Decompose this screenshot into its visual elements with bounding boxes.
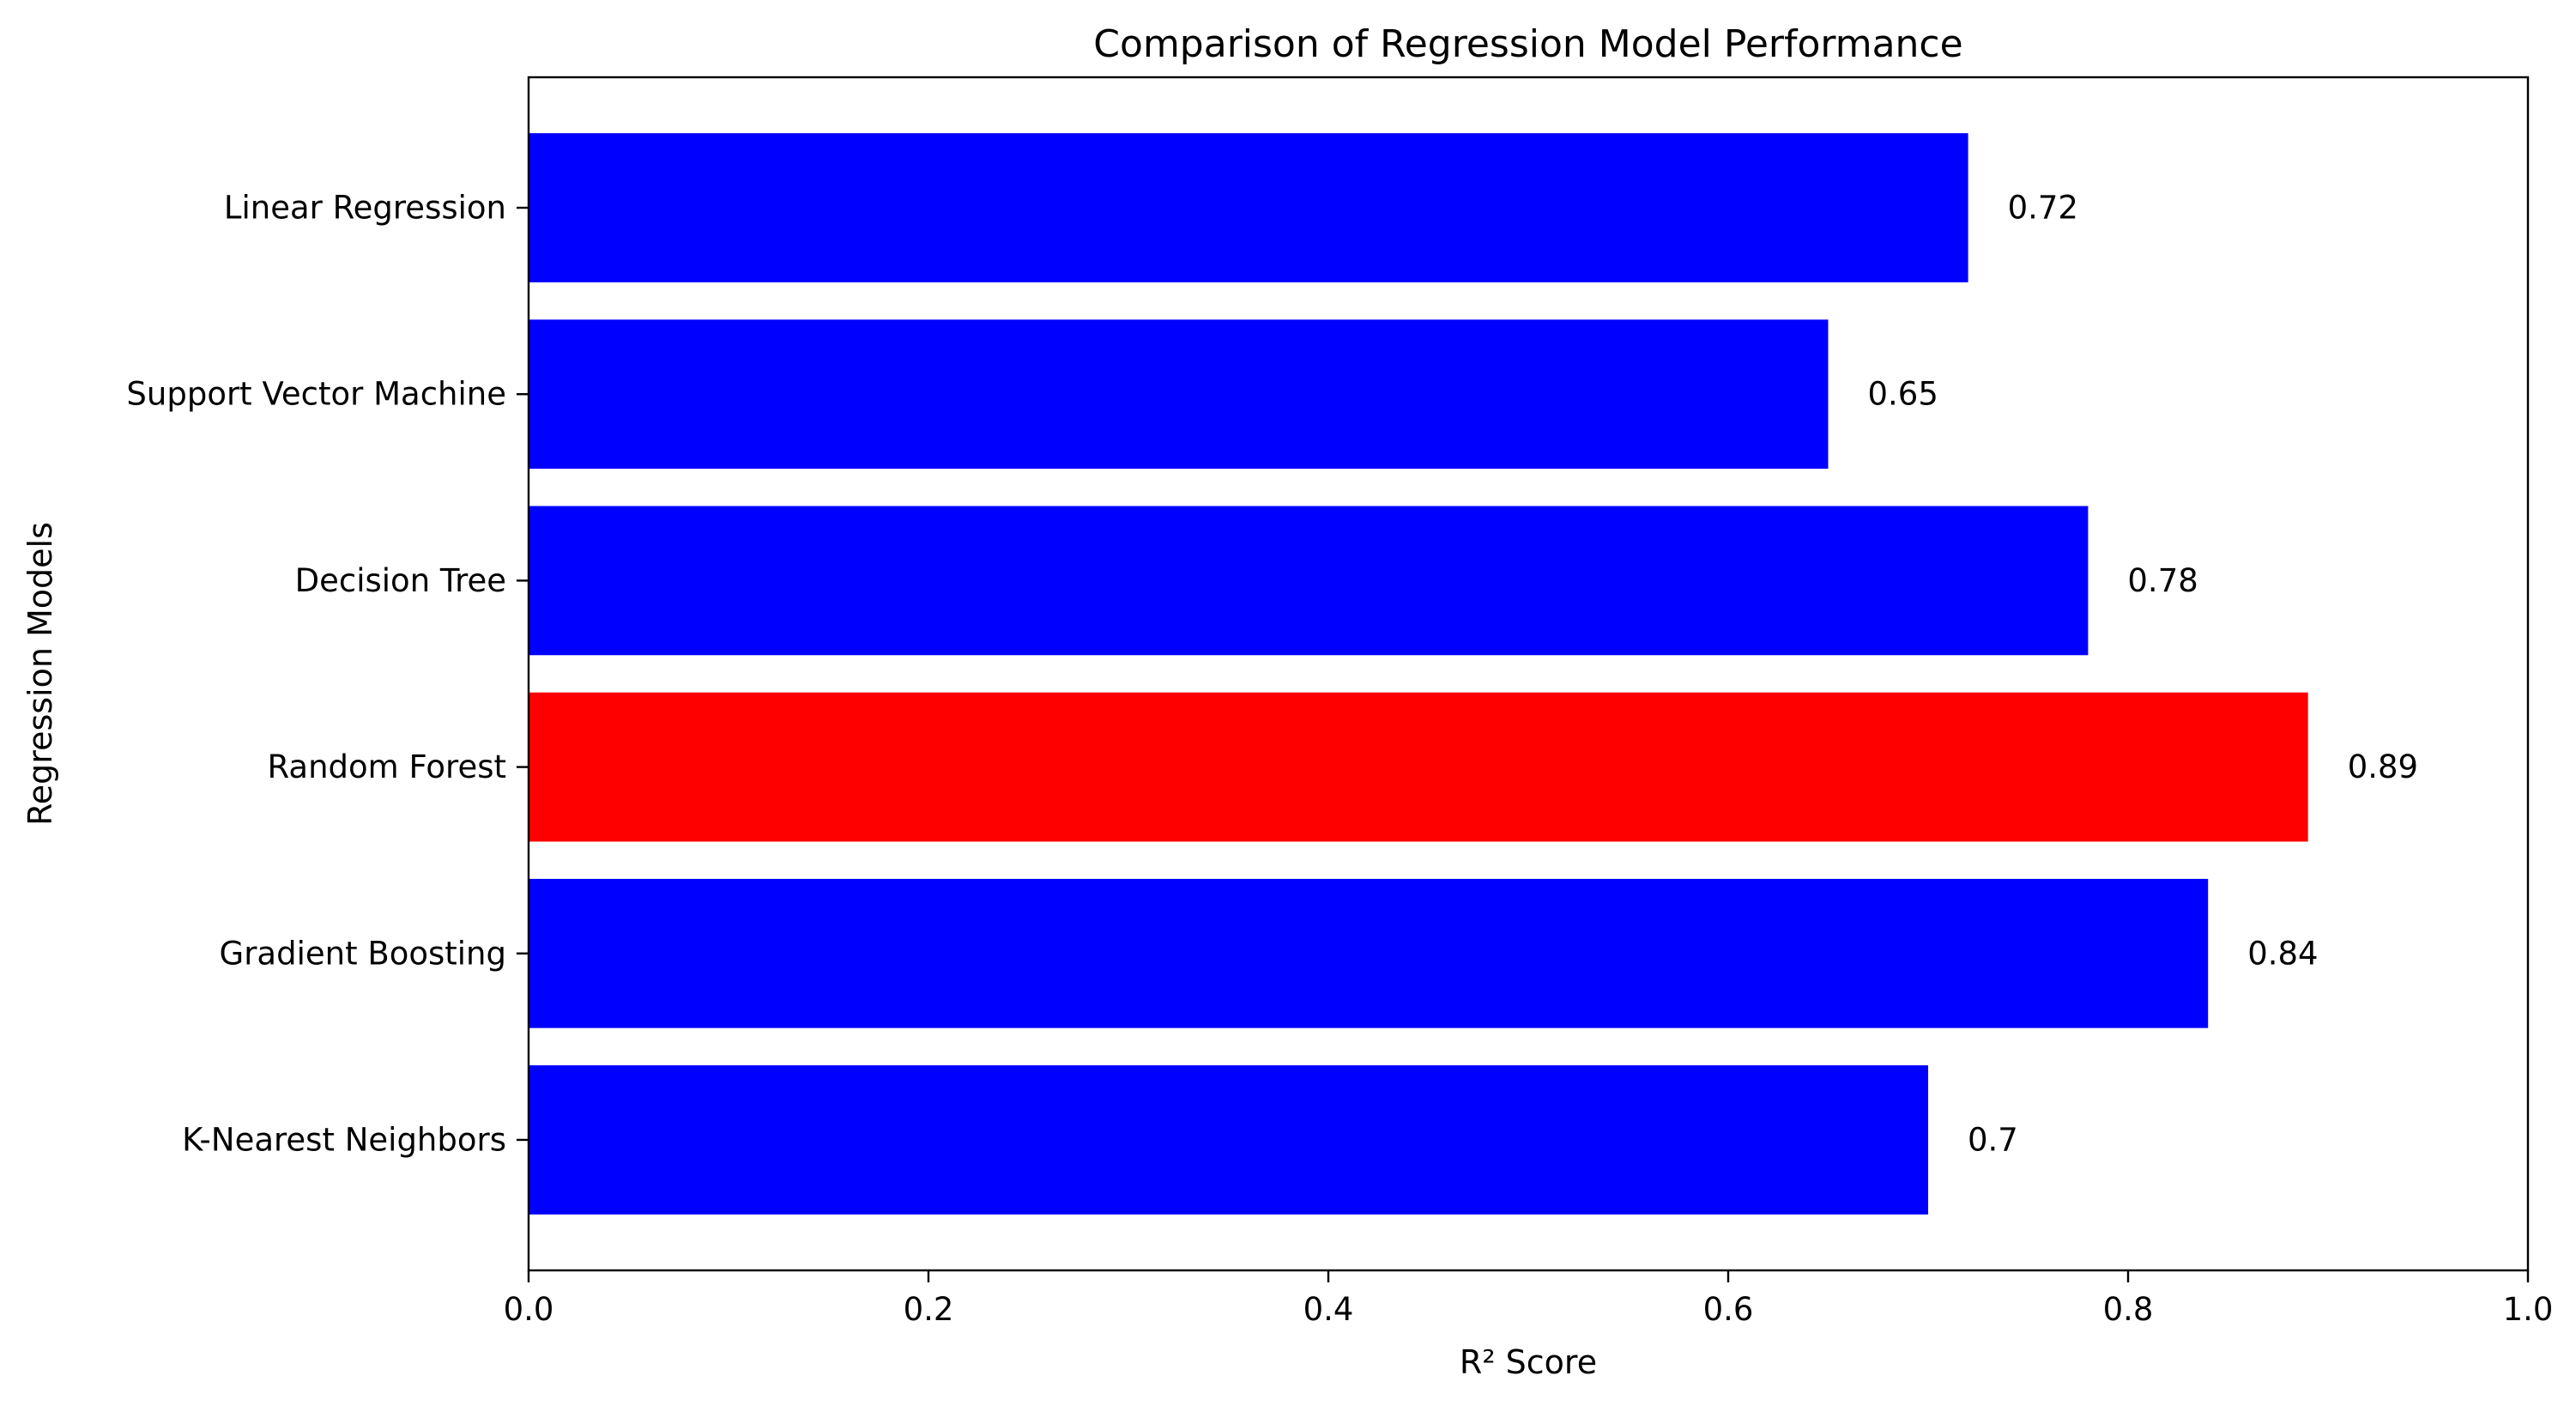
bar-decision-tree (529, 506, 2089, 656)
x-axis-label: R² Score (1460, 1343, 1597, 1381)
bar-value-label: 0.7 (1968, 1121, 2018, 1158)
value-labels-layer: 0.72 0.65 0.78 0.89 0.84 0.7 (1868, 190, 2419, 1159)
x-tick-label: 0.6 (1703, 1291, 1754, 1328)
bar-value-label: 0.84 (2247, 935, 2318, 972)
bar-k-nearest-neighbors (529, 1065, 1928, 1215)
x-axis-ticks: 0.0 0.2 0.4 0.6 0.8 1.0 (504, 1270, 2554, 1328)
plot-frame (527, 76, 2530, 1272)
y-tick-label: K-Nearest Neighbors (182, 1121, 506, 1158)
bars-layer (529, 133, 2308, 1215)
bar-random-forest (529, 692, 2308, 842)
x-tick-label: 0.8 (2103, 1291, 2154, 1328)
bar-value-label: 0.89 (2348, 748, 2418, 785)
bar-value-label: 0.78 (2127, 562, 2198, 599)
y-tick-label: Decision Tree (295, 562, 506, 599)
x-tick-label: 0.0 (504, 1291, 554, 1328)
bar-gradient-boosting (529, 878, 2209, 1028)
y-tick-label: Support Vector Machine (126, 376, 506, 413)
x-tick-label: 0.2 (904, 1291, 954, 1328)
bar-support-vector-machine (529, 319, 1829, 470)
y-tick-label: Random Forest (268, 748, 507, 785)
y-axis-ticks: Linear Regression Support Vector Machine D… (126, 190, 529, 1158)
y-tick-label: Gradient Boosting (220, 935, 506, 972)
bar-linear-regression (529, 133, 1968, 282)
bar-value-label: 0.72 (2008, 190, 2078, 227)
chart-title: Comparison of Regression Model Performan… (1093, 22, 1962, 66)
x-tick-label: 0.4 (1303, 1291, 1354, 1328)
y-axis-label: Regression Models (21, 522, 59, 826)
x-tick-label: 1.0 (2503, 1291, 2554, 1328)
bar-value-label: 0.65 (1868, 376, 1938, 413)
y-tick-label: Linear Regression (224, 190, 506, 227)
